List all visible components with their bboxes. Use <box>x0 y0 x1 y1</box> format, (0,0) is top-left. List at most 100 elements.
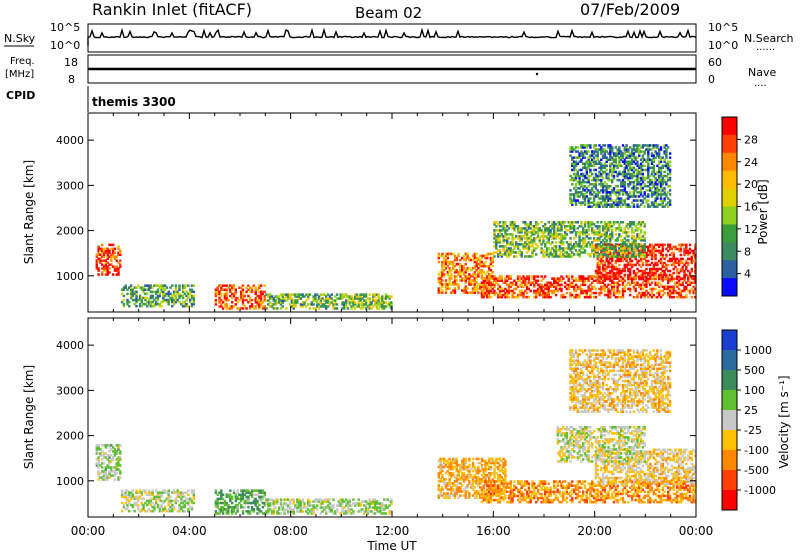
data-cell <box>567 275 570 278</box>
data-cell <box>609 185 612 188</box>
data-cell <box>482 277 485 280</box>
data-cell <box>556 281 560 284</box>
data-cell <box>625 265 628 269</box>
data-cell <box>623 275 626 278</box>
data-cell <box>146 300 149 304</box>
data-cell <box>600 271 603 275</box>
data-cell <box>341 295 344 298</box>
data-cell <box>538 291 541 295</box>
data-cell <box>587 233 590 236</box>
data-cell <box>479 260 482 264</box>
data-cell <box>296 293 299 296</box>
data-cell <box>343 295 346 298</box>
data-cell <box>487 291 491 295</box>
data-cell <box>101 273 104 276</box>
data-cell <box>185 294 188 298</box>
data-cell <box>687 275 690 278</box>
data-cell <box>621 269 625 273</box>
data-cell <box>388 303 391 306</box>
data-cell <box>477 287 480 290</box>
data-cell <box>587 277 590 280</box>
data-cell <box>672 257 675 261</box>
data-cell <box>668 199 672 202</box>
data-cell <box>163 292 167 296</box>
data-cell <box>99 257 102 260</box>
data-cell <box>441 254 444 258</box>
data-cell <box>470 275 473 278</box>
data-cell <box>482 287 485 291</box>
data-cell <box>504 221 507 224</box>
data-cell <box>185 298 188 302</box>
data-cell <box>544 285 547 289</box>
data-cell <box>497 279 500 282</box>
data-cell <box>147 288 151 291</box>
data-cell <box>601 287 605 291</box>
data-cell <box>493 255 496 258</box>
data-cell <box>598 263 601 267</box>
data-cell <box>589 287 592 291</box>
data-cell <box>687 277 690 280</box>
data-cell <box>214 303 218 306</box>
data-cell <box>551 277 554 280</box>
data-cell <box>172 298 176 302</box>
data-cell <box>299 305 303 308</box>
data-cell <box>694 291 697 295</box>
data-cell <box>658 289 661 293</box>
data-cell <box>553 281 556 284</box>
data-cell <box>639 293 643 297</box>
data-cell <box>591 277 594 280</box>
data-cell <box>685 285 688 289</box>
data-cell <box>214 294 218 298</box>
data-cell <box>301 498 304 501</box>
data-cell <box>652 263 655 267</box>
data-cell <box>589 293 592 297</box>
data-cell <box>513 291 516 295</box>
freq-label-line1: Freq. <box>10 56 35 67</box>
data-cell <box>668 245 672 249</box>
data-cell <box>685 273 688 277</box>
data-cell <box>605 168 608 172</box>
data-cell <box>464 291 467 294</box>
data-cell <box>341 297 344 300</box>
data-cell <box>113 247 117 251</box>
data-cell <box>225 290 228 294</box>
data-cell <box>220 292 223 296</box>
data-cell <box>104 251 107 254</box>
data-cell <box>632 295 636 299</box>
data-cell <box>650 178 654 182</box>
data-cell <box>225 288 228 291</box>
data-cell <box>462 273 466 276</box>
data-cell <box>140 304 143 308</box>
data-cell <box>473 264 476 268</box>
data-cell <box>171 298 174 302</box>
data-cell <box>446 254 449 258</box>
data-cell <box>330 301 333 304</box>
data-cell <box>611 267 614 271</box>
data-cell <box>321 297 324 300</box>
data-cell <box>574 295 578 299</box>
data-cell <box>520 277 523 280</box>
data-cell <box>598 287 601 291</box>
data-cell <box>453 254 457 258</box>
data-cell <box>649 245 652 249</box>
data-cell <box>659 271 663 275</box>
data-cell <box>459 264 462 268</box>
data-cell <box>573 289 576 293</box>
data-cell <box>592 291 596 295</box>
data-cell <box>317 297 321 300</box>
data-cell <box>627 267 630 271</box>
data-cell <box>621 245 625 249</box>
data-cell <box>661 261 664 265</box>
data-cell <box>591 172 594 176</box>
data-cell <box>580 291 583 295</box>
data-cell <box>618 255 621 259</box>
sky-tick-bottom: 10^0 <box>50 39 80 52</box>
data-cell <box>630 265 634 269</box>
data-cell <box>549 285 552 289</box>
data-cell <box>621 291 625 295</box>
data-cell <box>163 294 167 298</box>
data-cell <box>131 489 135 492</box>
data-cell <box>146 288 149 291</box>
data-cell <box>681 257 684 261</box>
data-cell <box>354 295 357 298</box>
